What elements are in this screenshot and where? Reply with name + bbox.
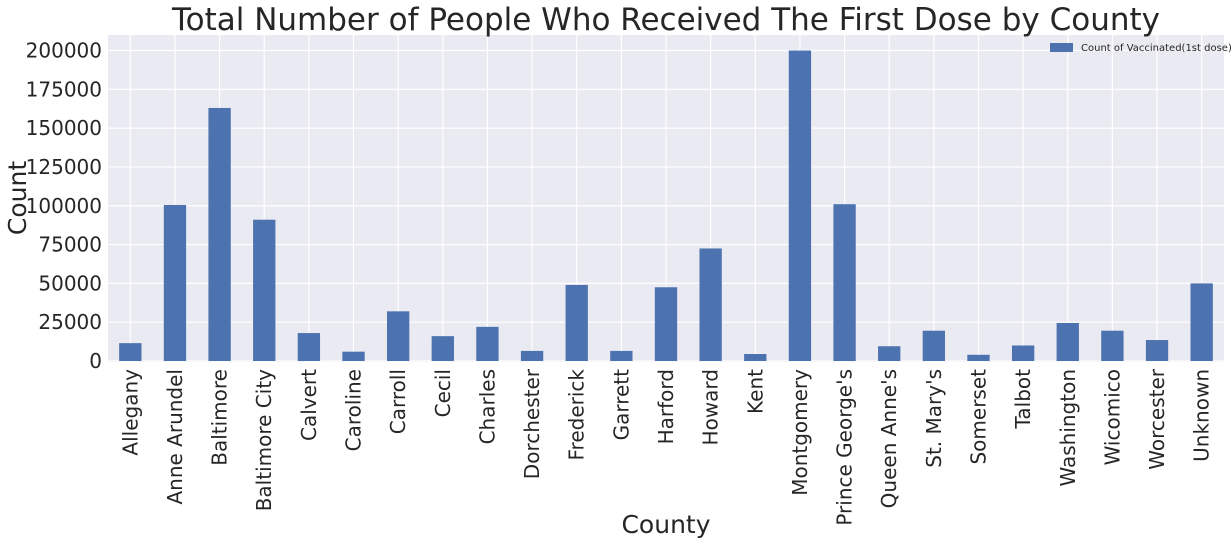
x-tick-label: Frederick	[565, 369, 589, 461]
x-tick-label: Howard	[699, 369, 723, 445]
bar	[878, 346, 901, 361]
y-tick-label: 100000	[26, 194, 102, 218]
bar	[654, 287, 678, 361]
x-tick-label: Carroll	[386, 369, 410, 434]
x-tick-label: Queen Anne's	[877, 369, 901, 508]
y-tick-label: 75000	[38, 233, 102, 257]
bar	[119, 343, 142, 361]
legend: Count of Vaccinated(1st dose)	[1050, 43, 1231, 54]
x-tick-label: Caroline	[342, 369, 366, 451]
x-tick-label: Calvert	[297, 369, 321, 441]
bar	[297, 333, 321, 361]
x-tick-label: St. Mary's	[922, 369, 946, 468]
y-tick-label: 125000	[26, 155, 102, 179]
x-axis-ticks: Allegany Anne Arundel Baltimore Baltimore C…	[118, 368, 1213, 525]
y-tick-label: 0	[89, 349, 102, 373]
bar	[163, 204, 187, 361]
x-axis-title: County	[621, 510, 710, 539]
bar	[1011, 345, 1035, 361]
bar	[922, 330, 945, 361]
bar	[788, 50, 812, 362]
bar	[387, 311, 410, 361]
bar	[1145, 340, 1169, 361]
x-tick-label: Washington	[1056, 369, 1080, 487]
x-tick-label: Talbot	[1011, 369, 1035, 430]
bar	[1190, 283, 1213, 361]
bars	[119, 50, 1213, 362]
bar	[565, 284, 588, 361]
bar	[699, 248, 722, 361]
y-tick-label: 175000	[26, 77, 102, 101]
x-tick-label: Charles	[475, 369, 499, 444]
x-tick-label: Unknown	[1190, 369, 1214, 462]
x-tick-label: Cecil	[431, 369, 455, 417]
x-tick-label: Wicomico	[1100, 369, 1124, 465]
x-tick-label: Dorchester	[520, 368, 544, 479]
bar	[208, 107, 231, 361]
y-tick-label: 200000	[26, 39, 102, 63]
x-tick-label: Harford	[654, 369, 678, 444]
bar	[610, 350, 633, 361]
bar	[476, 326, 499, 361]
y-tick-label: 25000	[38, 310, 102, 334]
x-tick-label: Kent	[743, 369, 767, 414]
legend-label: Count of Vaccinated(1st dose)	[1081, 43, 1231, 54]
x-tick-label: Allegany	[118, 369, 142, 456]
x-tick-label: Anne Arundel	[163, 369, 187, 505]
bar	[833, 204, 856, 361]
bar	[1056, 322, 1079, 361]
y-tick-label: 50000	[38, 271, 102, 295]
legend-swatch	[1050, 43, 1073, 52]
x-tick-label: Garrett	[609, 369, 633, 441]
bar	[744, 354, 767, 361]
x-tick-label: Somerset	[966, 369, 990, 465]
x-tick-label: Worcester	[1145, 368, 1169, 469]
y-tick-label: 150000	[26, 116, 102, 140]
y-axis-ticks: 0 25000 50000 75000 100000 125000 150000 175000…	[26, 39, 102, 373]
bar	[431, 336, 454, 361]
bar	[520, 350, 544, 361]
chart-title: Total Number of People Who Received The …	[171, 2, 1160, 38]
bar	[342, 351, 365, 361]
bar	[253, 219, 276, 361]
bar	[967, 354, 990, 361]
y-axis-title: Count	[3, 161, 32, 235]
x-tick-label: Baltimore	[208, 369, 232, 466]
x-tick-label: Montgomery	[788, 369, 812, 496]
x-tick-label: Baltimore City	[252, 369, 276, 511]
bar	[1101, 330, 1124, 361]
x-tick-label: Prince George's	[833, 369, 857, 526]
